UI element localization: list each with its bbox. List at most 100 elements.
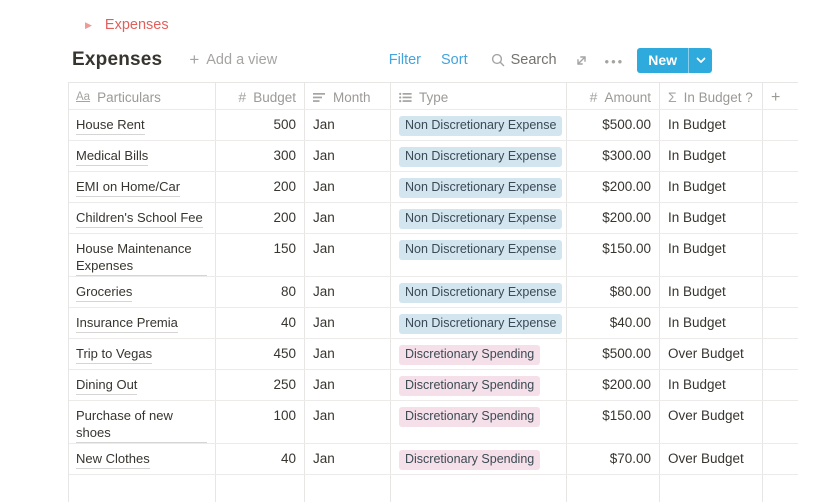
breadcrumb-label[interactable]: Expenses <box>104 17 169 33</box>
cell-particulars[interactable]: New Clothes <box>69 444 216 474</box>
empty-cell[interactable] <box>69 475 216 502</box>
row-title[interactable]: Children's School Fee <box>76 209 203 228</box>
row-title[interactable]: House Rent <box>76 116 145 135</box>
row-title[interactable]: New Clothes <box>76 450 150 469</box>
cell-particulars[interactable]: Groceries <box>69 277 216 307</box>
cell-amount[interactable]: $200.00 <box>567 370 660 400</box>
type-tag[interactable]: Discretionary Spending <box>399 407 541 427</box>
more-options-button[interactable]: ••• <box>604 53 625 69</box>
cell-in-budget[interactable]: In Budget <box>660 141 763 171</box>
expand-icon[interactable] <box>575 54 588 67</box>
search-button[interactable]: Search <box>491 52 557 68</box>
row-title[interactable]: Medical Bills <box>76 147 149 166</box>
cell-month[interactable]: Jan <box>305 401 391 443</box>
empty-row[interactable] <box>69 475 798 502</box>
breadcrumb[interactable]: ▶ Expenses <box>85 17 169 33</box>
cell-type[interactable]: Non Discretionary Expense <box>391 234 567 276</box>
cell-amount[interactable]: $70.00 <box>567 444 660 474</box>
row-title[interactable]: Purchase of new shoes <box>76 407 207 443</box>
cell-amount[interactable]: $150.00 <box>567 401 660 443</box>
type-tag[interactable]: Non Discretionary Expense <box>399 147 563 167</box>
empty-cell[interactable] <box>391 475 567 502</box>
cell-month[interactable]: Jan <box>305 234 391 276</box>
cell-budget[interactable]: 100 <box>216 401 305 443</box>
cell-amount[interactable]: $40.00 <box>567 308 660 338</box>
row-title[interactable]: Insurance Premia <box>76 314 178 333</box>
cell-budget[interactable]: 300 <box>216 141 305 171</box>
cell-in-budget[interactable]: In Budget <box>660 203 763 233</box>
column-header-add-column[interactable]: + <box>763 83 798 109</box>
add-view-button[interactable]: + Add a view <box>189 50 277 70</box>
empty-cell[interactable] <box>660 475 763 502</box>
cell-month[interactable]: Jan <box>305 172 391 202</box>
cell-in-budget[interactable]: In Budget <box>660 110 763 140</box>
cell-particulars[interactable]: Purchase of new shoes <box>69 401 216 443</box>
cell-month[interactable]: Jan <box>305 339 391 369</box>
cell-type[interactable]: Discretionary Spending <box>391 444 567 474</box>
cell-amount[interactable]: $150.00 <box>567 234 660 276</box>
cell-month[interactable]: Jan <box>305 308 391 338</box>
empty-cell[interactable] <box>216 475 305 502</box>
cell-amount[interactable]: $500.00 <box>567 110 660 140</box>
row-title[interactable]: House Maintenance Expenses <box>76 240 207 276</box>
cell-budget[interactable]: 40 <box>216 308 305 338</box>
column-header-month[interactable]: Month <box>305 83 391 109</box>
filter-button[interactable]: Filter <box>388 52 421 68</box>
cell-type[interactable]: Non Discretionary Expense <box>391 277 567 307</box>
type-tag[interactable]: Non Discretionary Expense <box>399 209 563 229</box>
cell-budget[interactable]: 40 <box>216 444 305 474</box>
cell-month[interactable]: Jan <box>305 110 391 140</box>
cell-budget[interactable]: 150 <box>216 234 305 276</box>
type-tag[interactable]: Non Discretionary Expense <box>399 283 563 303</box>
cell-in-budget[interactable]: Over Budget <box>660 401 763 443</box>
cell-particulars[interactable]: Trip to Vegas <box>69 339 216 369</box>
new-button[interactable]: New <box>637 47 712 73</box>
cell-in-budget[interactable]: In Budget <box>660 172 763 202</box>
type-tag[interactable]: Non Discretionary Expense <box>399 240 563 260</box>
cell-particulars[interactable]: House Maintenance Expenses <box>69 234 216 276</box>
empty-cell[interactable] <box>305 475 391 502</box>
cell-particulars[interactable]: Children's School Fee <box>69 203 216 233</box>
type-tag[interactable]: Non Discretionary Expense <box>399 116 563 136</box>
cell-particulars[interactable]: Insurance Premia <box>69 308 216 338</box>
type-tag[interactable]: Non Discretionary Expense <box>399 314 563 334</box>
cell-type[interactable]: Non Discretionary Expense <box>391 110 567 140</box>
type-tag[interactable]: Non Discretionary Expense <box>399 178 563 198</box>
cell-in-budget[interactable]: In Budget <box>660 234 763 276</box>
cell-budget[interactable]: 80 <box>216 277 305 307</box>
cell-month[interactable]: Jan <box>305 203 391 233</box>
empty-cell[interactable] <box>763 475 798 502</box>
cell-budget[interactable]: 200 <box>216 172 305 202</box>
column-header-in-budget[interactable]: Σ In Budget ? <box>660 83 763 109</box>
sort-button[interactable]: Sort <box>441 52 468 68</box>
cell-month[interactable]: Jan <box>305 444 391 474</box>
row-title[interactable]: Trip to Vegas <box>76 345 153 364</box>
cell-in-budget[interactable]: In Budget <box>660 277 763 307</box>
type-tag[interactable]: Discretionary Spending <box>399 450 541 470</box>
cell-type[interactable]: Discretionary Spending <box>391 401 567 443</box>
cell-in-budget[interactable]: In Budget <box>660 308 763 338</box>
toggle-triangle-icon[interactable]: ▶ <box>85 19 92 30</box>
cell-budget[interactable]: 250 <box>216 370 305 400</box>
cell-month[interactable]: Jan <box>305 370 391 400</box>
cell-month[interactable]: Jan <box>305 141 391 171</box>
cell-amount[interactable]: $200.00 <box>567 203 660 233</box>
row-title[interactable]: Groceries <box>76 283 133 302</box>
column-header-type[interactable]: Type <box>391 83 567 109</box>
cell-month[interactable]: Jan <box>305 277 391 307</box>
chevron-down-icon[interactable] <box>689 48 712 73</box>
cell-particulars[interactable]: Dining Out <box>69 370 216 400</box>
cell-in-budget[interactable]: Over Budget <box>660 339 763 369</box>
type-tag[interactable]: Discretionary Spending <box>399 345 541 365</box>
type-tag[interactable]: Discretionary Spending <box>399 376 541 396</box>
new-button-label[interactable]: New <box>648 52 677 68</box>
cell-particulars[interactable]: EMI on Home/Car <box>69 172 216 202</box>
cell-type[interactable]: Non Discretionary Expense <box>391 308 567 338</box>
cell-type[interactable]: Discretionary Spending <box>391 339 567 369</box>
cell-particulars[interactable]: Medical Bills <box>69 141 216 171</box>
cell-amount[interactable]: $500.00 <box>567 339 660 369</box>
empty-cell[interactable] <box>567 475 660 502</box>
column-header-amount[interactable]: # Amount <box>567 83 660 109</box>
row-title[interactable]: EMI on Home/Car <box>76 178 181 197</box>
cell-budget[interactable]: 200 <box>216 203 305 233</box>
